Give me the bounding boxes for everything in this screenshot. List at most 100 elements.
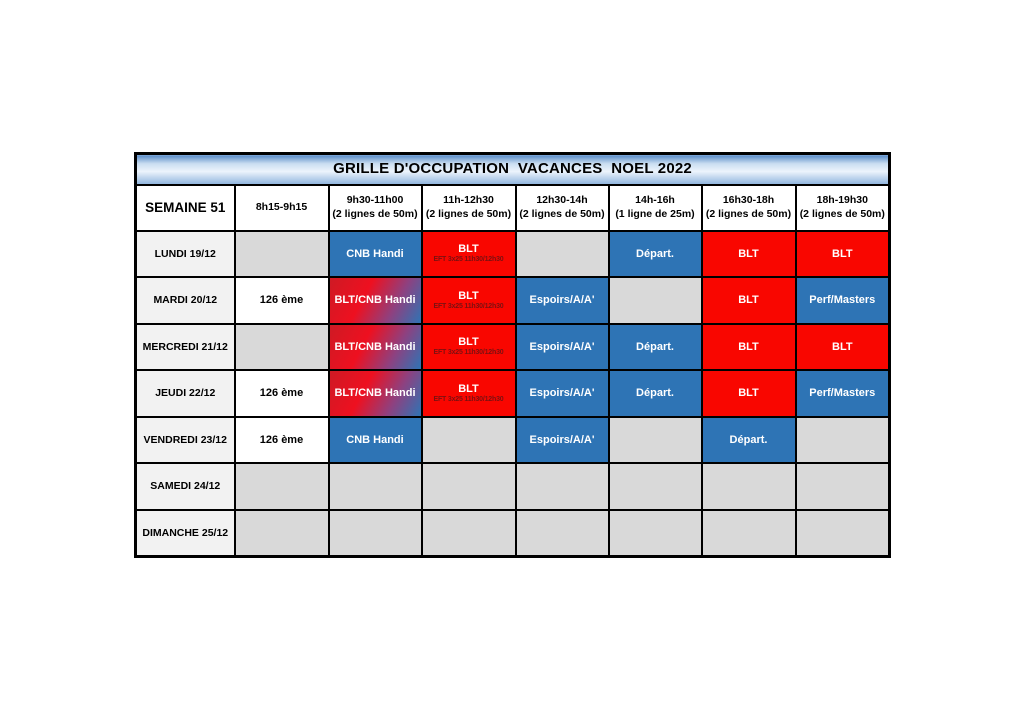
time-slot-header: 8h15-9h15 (233, 183, 330, 232)
time-slot-header: 11h-12h30 (2 lignes de 50m) (420, 183, 517, 232)
schedule-body: LUNDI 19/12 CNB Handi BLT EFT 3x25 11h30/12… (134, 229, 891, 557)
cell-label: BLT (738, 247, 759, 260)
schedule-cell: BLT EFT 3x25 11h30/12h30 (420, 276, 517, 325)
schedule-sheet: GRILLE D'OCCUPATION VACANCES NOEL 2022 S… (134, 152, 892, 558)
schedule-cell: Perf/Masters (794, 276, 891, 325)
schedule-cell (327, 508, 423, 557)
cell-label: CNB Handi (346, 433, 404, 446)
cell-label: BLT (458, 289, 479, 302)
cell-label: BLT (738, 340, 759, 353)
cell-label: 126 ème (259, 433, 304, 446)
title-banner: GRILLE D'OCCUPATION VACANCES NOEL 2022 (134, 152, 891, 186)
schedule-cell: BLT/CNB Handi (327, 322, 423, 371)
schedule-cell: Espoirs/A/A' (514, 369, 610, 418)
schedule-cell (607, 508, 703, 557)
slot-time: 12h30-14h (536, 193, 588, 206)
day-label: MERCREDI 21/12 (134, 322, 236, 371)
slot-detail: (2 lignes de 50m) (705, 207, 792, 220)
time-slot-header: 9h30-11h00 (2 lignes de 50m) (327, 183, 423, 232)
slot-time: 16h30-18h (722, 193, 775, 206)
cell-label: Départ. (729, 433, 768, 446)
slot-time: 14h-16h (635, 193, 675, 206)
schedule-cell: BLT/CNB Handi (327, 369, 423, 418)
day-label: VENDREDI 23/12 (134, 415, 236, 464)
page-title: GRILLE D'OCCUPATION VACANCES NOEL 2022 (333, 160, 692, 178)
schedule-cell: CNB Handi (327, 229, 423, 278)
cell-label: Départ. (636, 387, 674, 400)
cell-label: Départ. (636, 340, 674, 353)
cell-sublabel: EFT 3x25 11h30/12h30 (433, 395, 504, 403)
cell-sublabel: EFT 3x25 11h30/12h30 (433, 349, 504, 357)
schedule-cell (233, 462, 330, 511)
schedule-cell (233, 508, 330, 557)
slot-time: 9h30-11h00 (346, 193, 404, 206)
cell-label: BLT/CNB Handi (334, 340, 416, 353)
slot-detail: (2 lignes de 50m) (425, 207, 512, 220)
time-slot-header: 18h-19h30 (2 lignes de 50m) (794, 183, 891, 232)
schedule-cell (233, 322, 330, 371)
schedule-cell: BLT (794, 229, 891, 278)
cell-label: BLT (738, 294, 759, 307)
cell-label: Perf/Masters (809, 294, 876, 307)
table-row: MERCREDI 21/12 BLT/CNB Handi BLT EFT 3x25 1… (134, 322, 891, 371)
cell-label: Espoirs/A/A' (529, 433, 595, 446)
day-label: LUNDI 19/12 (134, 229, 236, 278)
cell-label: Espoirs/A/A' (529, 387, 595, 400)
schedule-cell: 126 ème (233, 276, 330, 325)
schedule-cell (700, 462, 797, 511)
cell-label: BLT (458, 382, 479, 395)
day-label: SAMEDI 24/12 (134, 462, 236, 511)
schedule-cell (420, 462, 517, 511)
cell-label: CNB Handi (346, 247, 404, 260)
cell-label: BLT (458, 243, 479, 256)
table-row: SAMEDI 24/12 (134, 462, 891, 511)
cell-label: Espoirs/A/A' (529, 340, 595, 353)
schedule-cell: Espoirs/A/A' (514, 276, 610, 325)
cell-label: BLT (458, 336, 479, 349)
schedule-cell: BLT/CNB Handi (327, 276, 423, 325)
schedule-cell: Départ. (607, 369, 703, 418)
schedule-cell: BLT (700, 276, 797, 325)
occupation-grid-table: GRILLE D'OCCUPATION VACANCES NOEL 2022 S… (134, 152, 892, 558)
cell-label: BLT/CNB Handi (334, 294, 416, 307)
cell-label: BLT (738, 387, 759, 400)
cell-label: BLT/CNB Handi (334, 387, 416, 400)
table-row: VENDREDI 23/12 126 ème CNB Handi Espoirs/A/… (134, 415, 891, 464)
schedule-cell (514, 462, 610, 511)
cell-label: Perf/Masters (809, 387, 876, 400)
slot-time: 18h-19h30 (816, 193, 868, 206)
schedule-cell: Départ. (607, 322, 703, 371)
table-row: DIMANCHE 25/12 (134, 508, 891, 557)
schedule-cell: BLT (794, 322, 891, 371)
schedule-cell: BLT EFT 3x25 11h30/12h30 (420, 229, 517, 278)
schedule-cell: BLT (700, 369, 797, 418)
slot-detail: (2 lignes de 50m) (519, 207, 605, 220)
schedule-cell: CNB Handi (327, 415, 423, 464)
time-slot-header: 14h-16h (1 ligne de 25m) (607, 183, 703, 232)
schedule-cell: BLT EFT 3x25 11h30/12h30 (420, 322, 517, 371)
slot-detail: (1 ligne de 25m) (615, 207, 695, 220)
cell-label: 126 ème (259, 387, 304, 400)
schedule-cell (794, 462, 891, 511)
title-row: GRILLE D'OCCUPATION VACANCES NOEL 2022 (134, 152, 891, 186)
table-row: LUNDI 19/12 CNB Handi BLT EFT 3x25 11h30/12… (134, 229, 891, 278)
schedule-cell: BLT (700, 229, 797, 278)
schedule-cell (607, 462, 703, 511)
slot-time: 8h15-9h15 (255, 200, 308, 213)
slot-time: 11h-12h30 (443, 193, 494, 206)
schedule-cell: Perf/Masters (794, 369, 891, 418)
schedule-cell (794, 508, 891, 557)
day-label: MARDI 20/12 (134, 276, 236, 325)
schedule-cell: Départ. (700, 415, 797, 464)
schedule-cell (514, 508, 610, 557)
cell-sublabel: EFT 3x25 11h30/12h30 (433, 256, 504, 264)
schedule-cell: 126 ème (233, 415, 330, 464)
schedule-cell: BLT (700, 322, 797, 371)
schedule-cell (233, 229, 330, 278)
time-slot-header: 12h30-14h (2 lignes de 50m) (514, 183, 610, 232)
cell-sublabel: EFT 3x25 11h30/12h30 (433, 302, 504, 310)
schedule-cell (794, 415, 891, 464)
schedule-cell (420, 415, 517, 464)
cell-label: Espoirs/A/A' (529, 294, 595, 307)
cell-label: 126 ème (259, 294, 304, 307)
